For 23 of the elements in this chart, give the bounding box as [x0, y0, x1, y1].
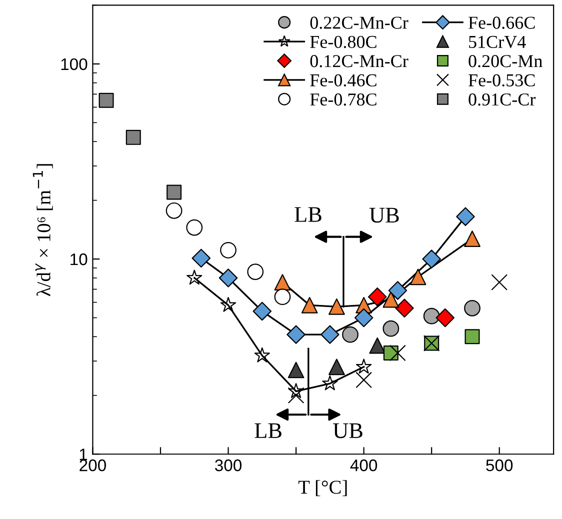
legend-label: Fe-0.53C: [468, 74, 535, 86]
legend-label: Fe-0.66C: [468, 16, 535, 29]
x-axis-title: T [°C]: [298, 480, 347, 496]
legend-label: Fe-0.46C: [310, 74, 376, 86]
x-tick-label: 400: [350, 459, 378, 472]
legend-label: 0.12C-Mn-Cr: [310, 55, 408, 68]
x-tick-label: 500: [486, 459, 513, 472]
y-tick-label: 100: [61, 58, 88, 70]
annotation: UB: [369, 208, 399, 223]
annotation: LB: [294, 207, 322, 222]
legend-label: Fe-0.80C: [310, 36, 376, 48]
legend-label: Fe-0.78C: [310, 93, 376, 106]
legend-label: 0.22C-Mn-Cr: [310, 16, 408, 29]
y-tick-label: 10: [70, 253, 88, 266]
legend-label: 0.20C-Mn: [468, 55, 542, 68]
legend-label: 51CrV4: [469, 36, 526, 48]
y-axis-title: λ/d$^{γ}$ × 10⁶ [m$^{−1}$]: [32, 164, 53, 296]
y-tick-label: 1: [80, 448, 88, 460]
x-tick-label: 200: [80, 459, 106, 472]
legend-label: 0.91C-Cr: [468, 93, 536, 106]
annotation: UB: [333, 423, 362, 438]
x-tick-label: 300: [215, 459, 242, 472]
annotation: LB: [254, 423, 282, 438]
